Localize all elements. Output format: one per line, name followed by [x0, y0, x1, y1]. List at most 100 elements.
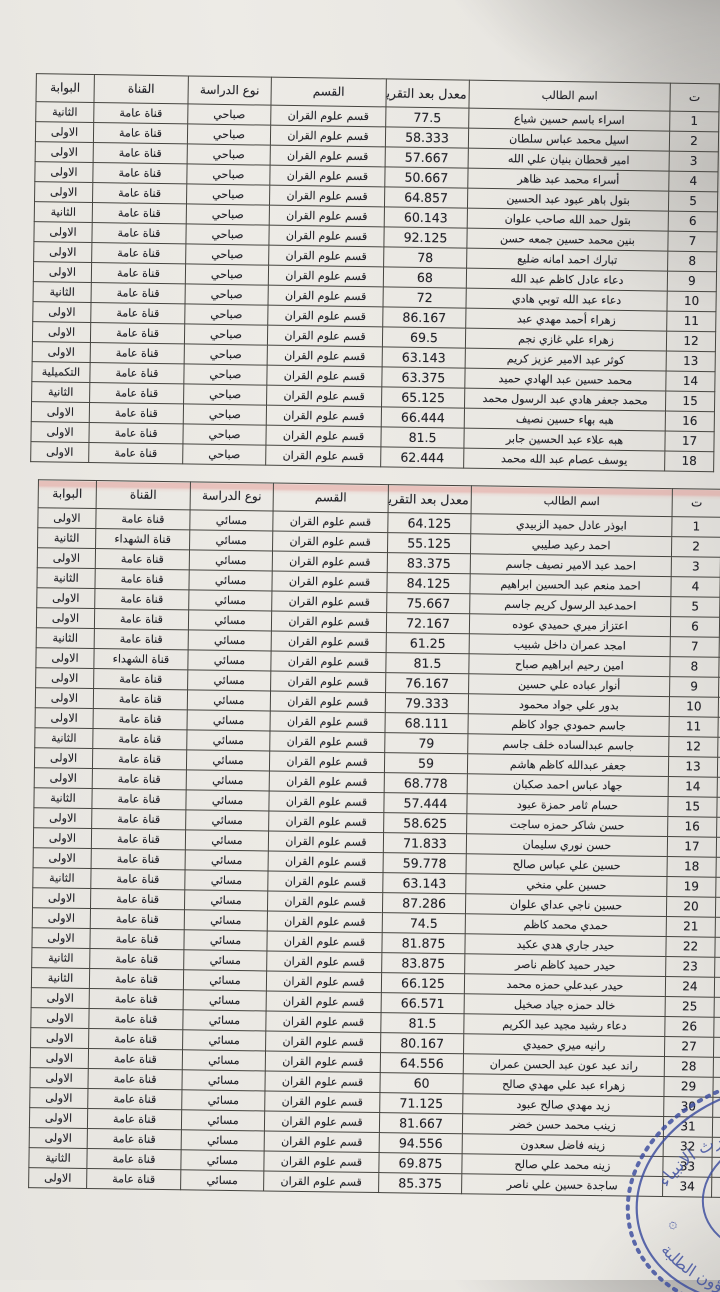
- average-value: 86.167: [383, 307, 466, 328]
- study-type-cell: صباحي: [185, 304, 268, 325]
- study-type-cell: مسائي: [185, 870, 268, 891]
- row-number: 3: [669, 151, 718, 172]
- study-type-cell: صباحي: [185, 264, 268, 285]
- edge-cell: [715, 917, 720, 938]
- row-number: 17: [665, 431, 714, 452]
- edge-cell: [714, 977, 720, 998]
- channel-cell: قناة عامة: [89, 403, 183, 424]
- row-number: 16: [668, 817, 717, 838]
- row-number: 1: [670, 111, 719, 132]
- gate-cell: الاولى: [31, 1008, 89, 1029]
- study-type-cell: مسائي: [182, 1090, 265, 1111]
- gate-cell: الاولى: [30, 1068, 88, 1089]
- average-value: 57.667: [385, 147, 468, 168]
- row-number: 31: [663, 1117, 712, 1138]
- student-name: يوسف عصام عبد الله محمد: [464, 448, 665, 471]
- gate-cell: الاولى: [32, 908, 90, 929]
- average-value: 74.5: [382, 913, 465, 934]
- average-value: 71.833: [383, 833, 466, 854]
- department-cell: قسم علوم القران: [266, 405, 381, 427]
- channel-cell: قناة عامة: [94, 669, 188, 690]
- row-number: 6: [668, 211, 717, 232]
- average-value: 81.5: [381, 1013, 464, 1034]
- department-cell: قسم علوم القران: [272, 591, 387, 613]
- row-number: 4: [669, 171, 718, 192]
- row-number: 8: [668, 251, 717, 272]
- study-type-cell: مسائي: [188, 670, 271, 691]
- channel-cell: قناة عامة: [94, 629, 188, 650]
- study-type-cell: مسائي: [182, 1070, 265, 1091]
- evening-table-container: ت اسم الطالب معدل بعد التقريب القسم نوع …: [28, 479, 720, 1198]
- col-header-average: معدل بعد التقريب: [386, 79, 469, 108]
- col-header-channel: القناة: [96, 481, 190, 510]
- channel-cell: قناة عامة: [92, 749, 186, 770]
- channel-cell: قناة عامة: [93, 143, 187, 164]
- study-type-cell: مسائي: [186, 810, 269, 831]
- department-cell: قسم علوم القران: [264, 1171, 379, 1193]
- study-type-cell: صباحي: [187, 124, 270, 145]
- gate-cell: الاولى: [35, 142, 93, 163]
- gate-cell: الاولى: [35, 708, 93, 729]
- average-value: 60.143: [384, 207, 467, 228]
- gate-cell: الاولى: [34, 748, 92, 769]
- average-value: 63.375: [382, 367, 465, 388]
- row-number: 13: [666, 351, 715, 372]
- channel-cell: قناة عامة: [88, 1048, 182, 1069]
- average-value: 81.667: [379, 1113, 462, 1134]
- study-type-cell: صباحي: [187, 144, 270, 165]
- study-type-cell: مسائي: [181, 1130, 264, 1151]
- student-name: حسين علي عباس صالح: [466, 854, 667, 877]
- department-cell: قسم علوم القران: [265, 1091, 380, 1113]
- study-type-cell: مسائي: [190, 530, 273, 551]
- evening-table: ت اسم الطالب معدل بعد التقريب القسم نوع …: [28, 479, 720, 1198]
- average-value: 58.333: [385, 127, 468, 148]
- average-value: 57.444: [384, 793, 467, 814]
- average-value: 68.778: [384, 773, 467, 794]
- gate-cell: الاولى: [38, 508, 96, 529]
- department-cell: قسم علوم القران: [269, 245, 384, 267]
- department-cell: قسم علوم القران: [269, 205, 384, 227]
- gate-cell: الاولى: [37, 588, 95, 609]
- average-value: 55.125: [387, 533, 470, 554]
- average-value: 62.444: [381, 447, 464, 468]
- department-cell: قسم علوم القران: [268, 851, 383, 873]
- row-number: 15: [665, 391, 714, 412]
- channel-cell: قناة عامة: [94, 609, 188, 630]
- col-header-average: معدل بعد التقريب: [388, 485, 471, 514]
- department-cell: قسم علوم القران: [266, 445, 381, 467]
- gate-cell: الاولى: [37, 548, 95, 569]
- student-name: حسين علي منخي: [466, 874, 667, 897]
- study-type-cell: مسائي: [188, 650, 271, 671]
- department-cell: قسم علوم القران: [269, 811, 384, 833]
- channel-cell: قناة عامة: [89, 443, 183, 464]
- row-number: 8: [670, 657, 719, 678]
- average-value: 68: [383, 267, 466, 288]
- row-number: 18: [665, 451, 714, 472]
- gate-cell: الاولى: [36, 608, 94, 629]
- gate-cell: الاولى: [29, 1128, 87, 1149]
- gate-cell: الاولى: [31, 442, 89, 463]
- student-name: امجد عمران داخل شبيب: [469, 634, 670, 657]
- student-name: جاسم عبدالساده خلف جاسم: [468, 734, 669, 757]
- row-number: 15: [668, 797, 717, 818]
- study-type-cell: صباحي: [187, 164, 270, 185]
- study-type-cell: مسائي: [186, 750, 269, 771]
- study-type-cell: مسائي: [185, 830, 268, 851]
- gate-cell: الاولى: [34, 768, 92, 789]
- study-type-cell: صباحي: [183, 424, 266, 445]
- channel-cell: قناة عامة: [87, 1108, 181, 1129]
- row-number: 14: [668, 777, 717, 798]
- gate-cell: الاولى: [33, 888, 91, 909]
- study-type-cell: صباحي: [184, 364, 267, 385]
- edge-cell: [714, 1017, 720, 1038]
- student-name: أنوار عباده علي حسين: [469, 674, 670, 697]
- channel-cell: قناة عامة: [89, 423, 183, 444]
- gate-cell: الاولى: [36, 648, 94, 669]
- edge-cell: [712, 1117, 720, 1138]
- channel-cell: قناة عامة: [87, 1128, 181, 1149]
- row-number: 34: [663, 1177, 712, 1198]
- edge-cell: [713, 1097, 720, 1118]
- average-value: 83.375: [387, 553, 470, 574]
- department-cell: قسم علوم القران: [264, 1111, 379, 1133]
- row-number: 5: [671, 597, 720, 618]
